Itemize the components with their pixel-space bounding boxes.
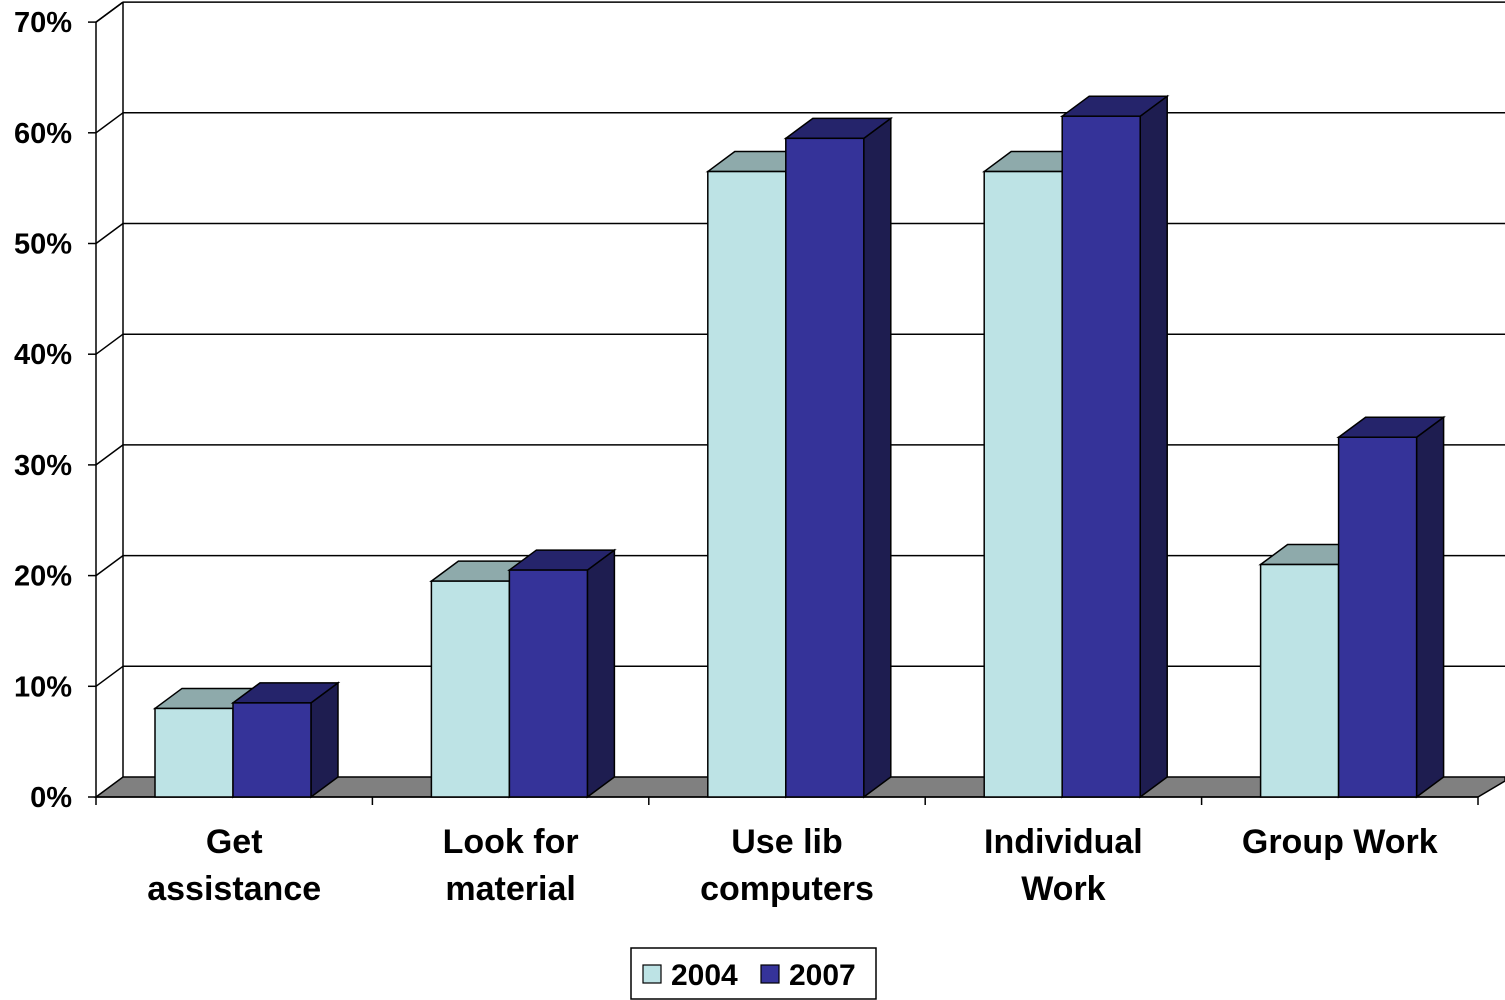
legend-swatch xyxy=(642,964,662,984)
gridline-depth xyxy=(95,444,124,466)
y-tick-label: 40% xyxy=(14,339,72,371)
bars xyxy=(152,94,1446,799)
bar-front xyxy=(983,170,1063,798)
bar-front xyxy=(508,569,589,798)
x-axis xyxy=(95,796,1479,805)
bar xyxy=(783,116,894,799)
category-labels: Get assistance Look for material Use lib comp… xyxy=(147,823,1438,908)
gridline-depth xyxy=(95,333,124,355)
category-label: Group Work xyxy=(1242,823,1438,861)
legend-label: 2004 xyxy=(671,959,738,992)
bar-front xyxy=(1337,436,1418,798)
bar-front xyxy=(1061,115,1141,798)
y-tick-label: 0% xyxy=(30,782,72,814)
bar-side xyxy=(1139,94,1168,799)
bar-side xyxy=(1415,415,1445,799)
category-label: assistance xyxy=(147,870,321,908)
y-tick-label: 60% xyxy=(14,118,72,150)
chart-walls xyxy=(95,1,124,777)
bar-front xyxy=(232,702,312,798)
legend-box xyxy=(630,947,877,1000)
bar-side xyxy=(586,548,616,799)
bar xyxy=(1336,415,1446,799)
y-axis: 0% 10% 20% 30% 40% 50% 60% 70% xyxy=(14,7,97,814)
gridline-depth xyxy=(95,222,124,245)
category-label: computers xyxy=(700,870,874,908)
category-label: Work xyxy=(1021,870,1105,908)
bar xyxy=(1059,94,1170,799)
y-tick-label: 70% xyxy=(14,7,72,39)
category-label: material xyxy=(445,870,575,908)
bar-front xyxy=(785,137,865,798)
bar-front xyxy=(154,707,234,798)
gridline-depth xyxy=(95,554,124,577)
bar-front xyxy=(1259,563,1340,798)
category-label: Individual xyxy=(984,823,1143,861)
y-tick-label: 50% xyxy=(14,229,72,261)
legend-label: 2007 xyxy=(789,959,856,992)
gridline-depth xyxy=(95,1,124,23)
y-tick-label: 30% xyxy=(14,450,72,482)
bar xyxy=(507,548,617,799)
category-label: Get xyxy=(206,823,263,861)
category-label: Use lib xyxy=(731,823,842,861)
y-tick-label: 10% xyxy=(14,671,72,703)
y-tick-label: 20% xyxy=(14,561,72,593)
bar xyxy=(230,681,341,799)
gridline-depth xyxy=(95,665,124,687)
legend-swatch xyxy=(760,964,780,984)
bar-side xyxy=(863,116,892,799)
bar-front xyxy=(707,170,787,798)
bar-front xyxy=(430,580,511,798)
legend: 2004 2007 xyxy=(630,947,877,1000)
category-label: Look for xyxy=(443,823,579,861)
gridline-depth xyxy=(95,112,124,134)
